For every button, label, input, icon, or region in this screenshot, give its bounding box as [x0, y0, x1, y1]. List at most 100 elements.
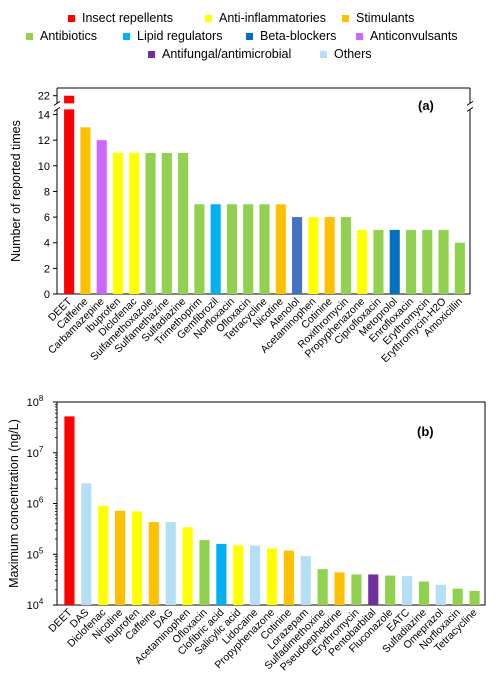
y-tick-label: 14: [38, 110, 50, 122]
bar: [275, 204, 286, 294]
bar: [308, 217, 319, 294]
axis-break-mark: [466, 100, 474, 106]
bar: [129, 152, 140, 294]
bar: [145, 152, 156, 294]
bar: [283, 550, 294, 605]
bar: [469, 590, 480, 605]
legend-label: Stimulants: [356, 11, 415, 25]
legend-swatch: [342, 14, 349, 22]
bar: [161, 152, 172, 294]
y-tick-label: 22: [38, 91, 50, 103]
bar: [373, 229, 384, 294]
y-tick-label: 12: [38, 135, 50, 147]
bar: [401, 576, 413, 605]
legend-swatch: [205, 14, 212, 22]
y-tick-label: 105: [27, 546, 44, 561]
y-tick-label: 6: [44, 212, 50, 224]
legend-swatch: [148, 50, 155, 58]
bar: [418, 581, 429, 605]
legend-item-antibiotics: Antibiotics: [26, 28, 97, 44]
bar: [182, 527, 193, 605]
legend-label: Anticonvulsants: [370, 29, 458, 43]
legend-swatch: [123, 32, 130, 40]
bar: [64, 416, 75, 605]
bar: [438, 229, 449, 294]
bar: [226, 204, 237, 294]
bar: [165, 522, 176, 605]
legend-item-beta-blockers: Beta-blockers: [246, 28, 336, 44]
bar: [368, 574, 379, 605]
bar: [96, 140, 107, 294]
panel-label: (a): [418, 98, 434, 113]
bar: [64, 109, 75, 294]
chart-legend: Insect repellents Anti-inflammatories St…: [0, 6, 501, 66]
bar: [324, 217, 335, 294]
legend-label: Antibiotics: [40, 29, 97, 43]
y-axis-label: Number of reported times: [9, 120, 23, 262]
bar: [148, 522, 159, 605]
chart-b: 104 105 106 107 108 Maximum concentration (ng…: [7, 394, 486, 673]
bar: [357, 229, 368, 294]
y-tick-label: 8: [44, 186, 50, 198]
legend-label: Antifungal/antimicrobial: [162, 47, 292, 61]
legend-label: Others: [334, 47, 372, 61]
bar: [300, 556, 311, 605]
axis-break-mark: [466, 106, 474, 112]
bar: [81, 483, 92, 605]
bar: [98, 505, 109, 605]
bar: [112, 152, 124, 294]
legend-item-stimulants: Stimulants: [342, 10, 414, 26]
legend-label: Insect repellents: [82, 11, 174, 25]
bar: [80, 127, 91, 294]
legend-item-lipid-regulators: Lipid regulators: [123, 28, 222, 44]
legend-item-insect-repellents: Insect repellents: [68, 10, 173, 26]
y-tick-label: 2: [44, 263, 50, 275]
y-tick-label: 104: [27, 597, 44, 612]
legend-item-others: Others: [320, 46, 372, 62]
bar: [340, 217, 351, 294]
bar: [266, 548, 278, 605]
legend-swatch: [26, 32, 33, 40]
bar: [435, 584, 446, 605]
legend-swatch: [356, 32, 363, 40]
bar: [405, 229, 417, 294]
bar: [334, 572, 345, 605]
y-tick-label: 4: [44, 238, 50, 250]
bar: [131, 511, 143, 605]
bar: [250, 545, 261, 605]
bar: [178, 152, 189, 294]
bar: [422, 229, 433, 294]
y-axis-label: Maximum concentration (ng/L): [7, 419, 21, 588]
legend-swatch: [246, 32, 253, 40]
chart-a: 0 2 4 6 8 10 12 14 22 Number of reported times (a)…: [9, 87, 474, 362]
legend-item-anticonvulsants: Anticonvulsants: [356, 28, 458, 44]
y-tick-label: 0: [44, 289, 50, 301]
bar: [194, 204, 205, 294]
bar: [454, 242, 465, 294]
legend-swatch: [68, 14, 75, 22]
panel-label: (b): [417, 424, 434, 439]
bar: [243, 204, 254, 294]
axis-break-mark: [53, 106, 61, 112]
y-tick-label: 107: [27, 445, 44, 460]
bar-upper-segment: [64, 95, 75, 104]
bar: [389, 229, 400, 294]
bar: [259, 204, 270, 294]
legend-item-anti-inflammatories: Anti-inflammatories: [205, 10, 326, 26]
bar: [233, 545, 244, 605]
legend-label: Lipid regulators: [137, 29, 223, 43]
bar: [385, 575, 396, 605]
bar: [216, 543, 227, 605]
legend-item-antifungal-antimicrobial: Antifungal/antimicrobial: [148, 46, 291, 62]
legend-label: Beta-blockers: [260, 29, 337, 43]
bar: [115, 510, 126, 605]
bar: [452, 588, 463, 605]
bar: [351, 574, 362, 605]
y-tick-label: 10: [38, 161, 50, 173]
bar: [317, 569, 328, 605]
axis-break-mark: [53, 100, 61, 106]
bar: [210, 204, 221, 294]
y-tick-label: 106: [27, 496, 44, 511]
bar: [292, 217, 303, 294]
bar: [199, 540, 210, 605]
